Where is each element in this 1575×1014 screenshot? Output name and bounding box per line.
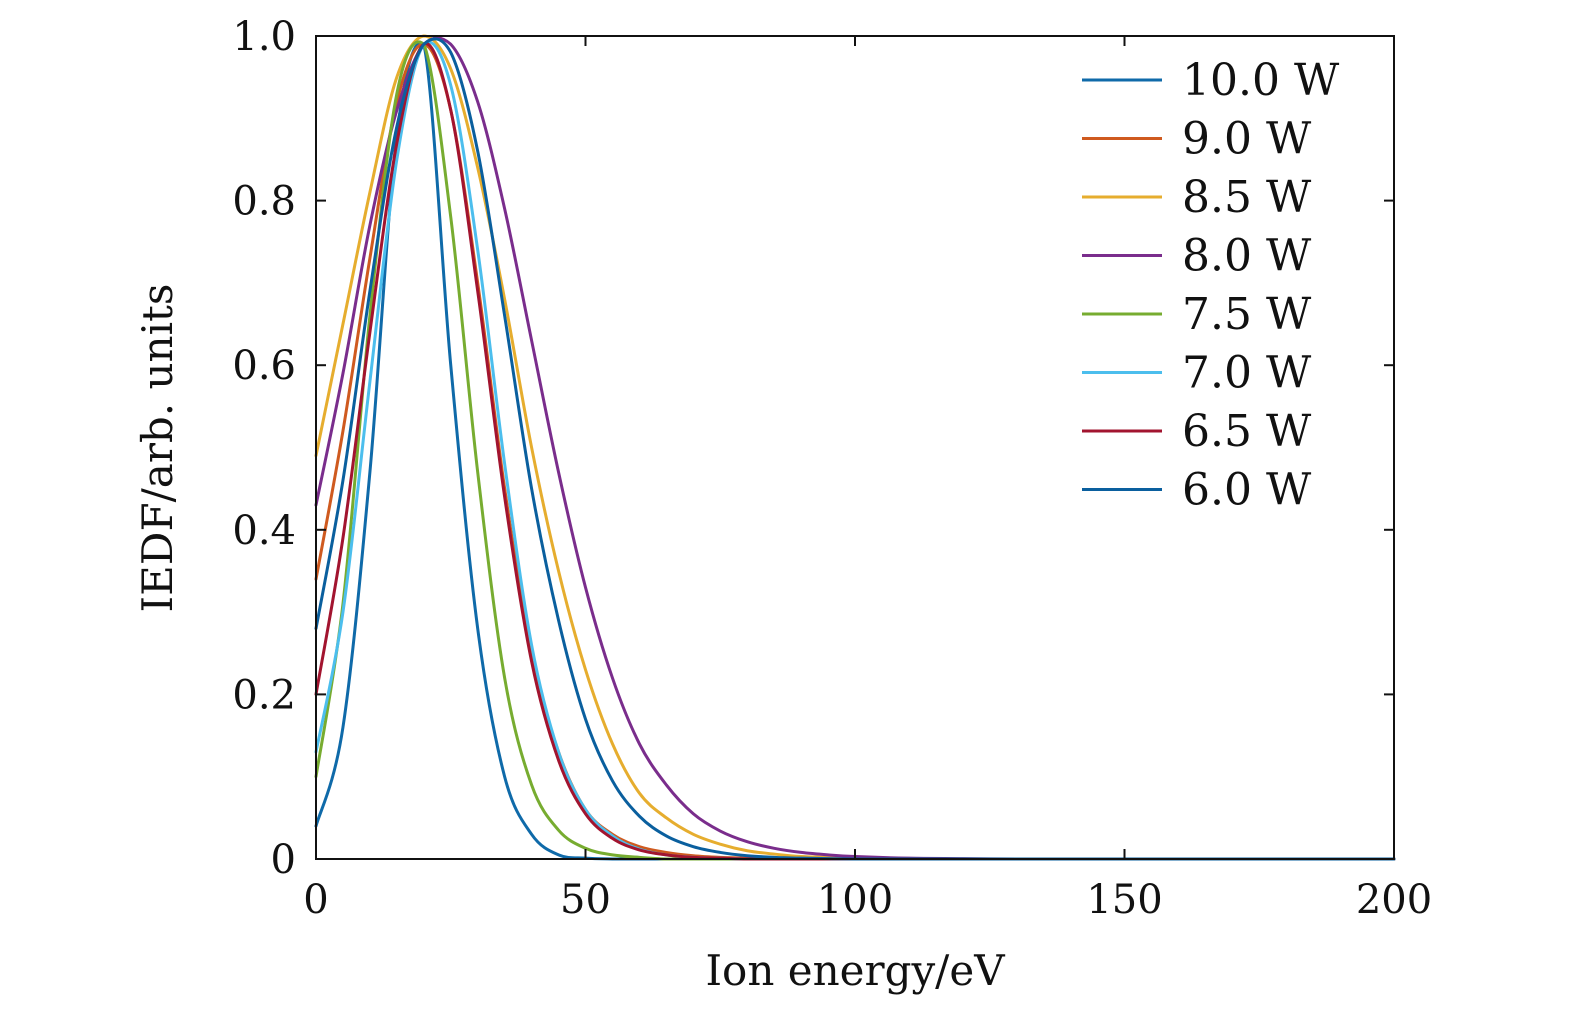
y-tick-label: 1.0	[232, 14, 296, 60]
x-tick-label: 150	[1086, 877, 1162, 923]
legend-label: 8.5 W	[1182, 172, 1312, 223]
legend-label: 8.0 W	[1182, 231, 1312, 282]
y-tick-label: 0	[271, 837, 296, 883]
x-tick-label: 100	[817, 877, 893, 923]
y-axis: 0 0.2 0.4 0.6 0.8 1.0	[232, 14, 1394, 883]
y-tick-label: 0.4	[232, 508, 296, 554]
legend-label: 7.5 W	[1182, 289, 1312, 340]
legend: 10.0 W 9.0 W 8.5 W 8.0 W 7.5 W 7.0 W 6.5 W 6.0 …	[1082, 55, 1340, 516]
legend-label: 9.0 W	[1182, 114, 1312, 165]
y-tick-label: 0.2	[232, 672, 296, 718]
x-axis-title: Ion energy/eV	[705, 946, 1005, 995]
x-tick-label: 0	[303, 877, 328, 923]
x-tick-label: 200	[1356, 877, 1432, 923]
y-tick-label: 0.6	[232, 343, 296, 389]
y-axis-title: IEDF/arb. units	[133, 284, 182, 613]
legend-label: 7.0 W	[1182, 348, 1312, 399]
y-tick-label: 0.8	[232, 179, 296, 225]
legend-label: 6.0 W	[1182, 465, 1312, 516]
legend-label: 10.0 W	[1182, 55, 1340, 106]
legend-label: 6.5 W	[1182, 406, 1312, 457]
x-axis: 0 50 100 150 200	[303, 36, 1432, 923]
x-tick-label: 50	[560, 877, 611, 923]
